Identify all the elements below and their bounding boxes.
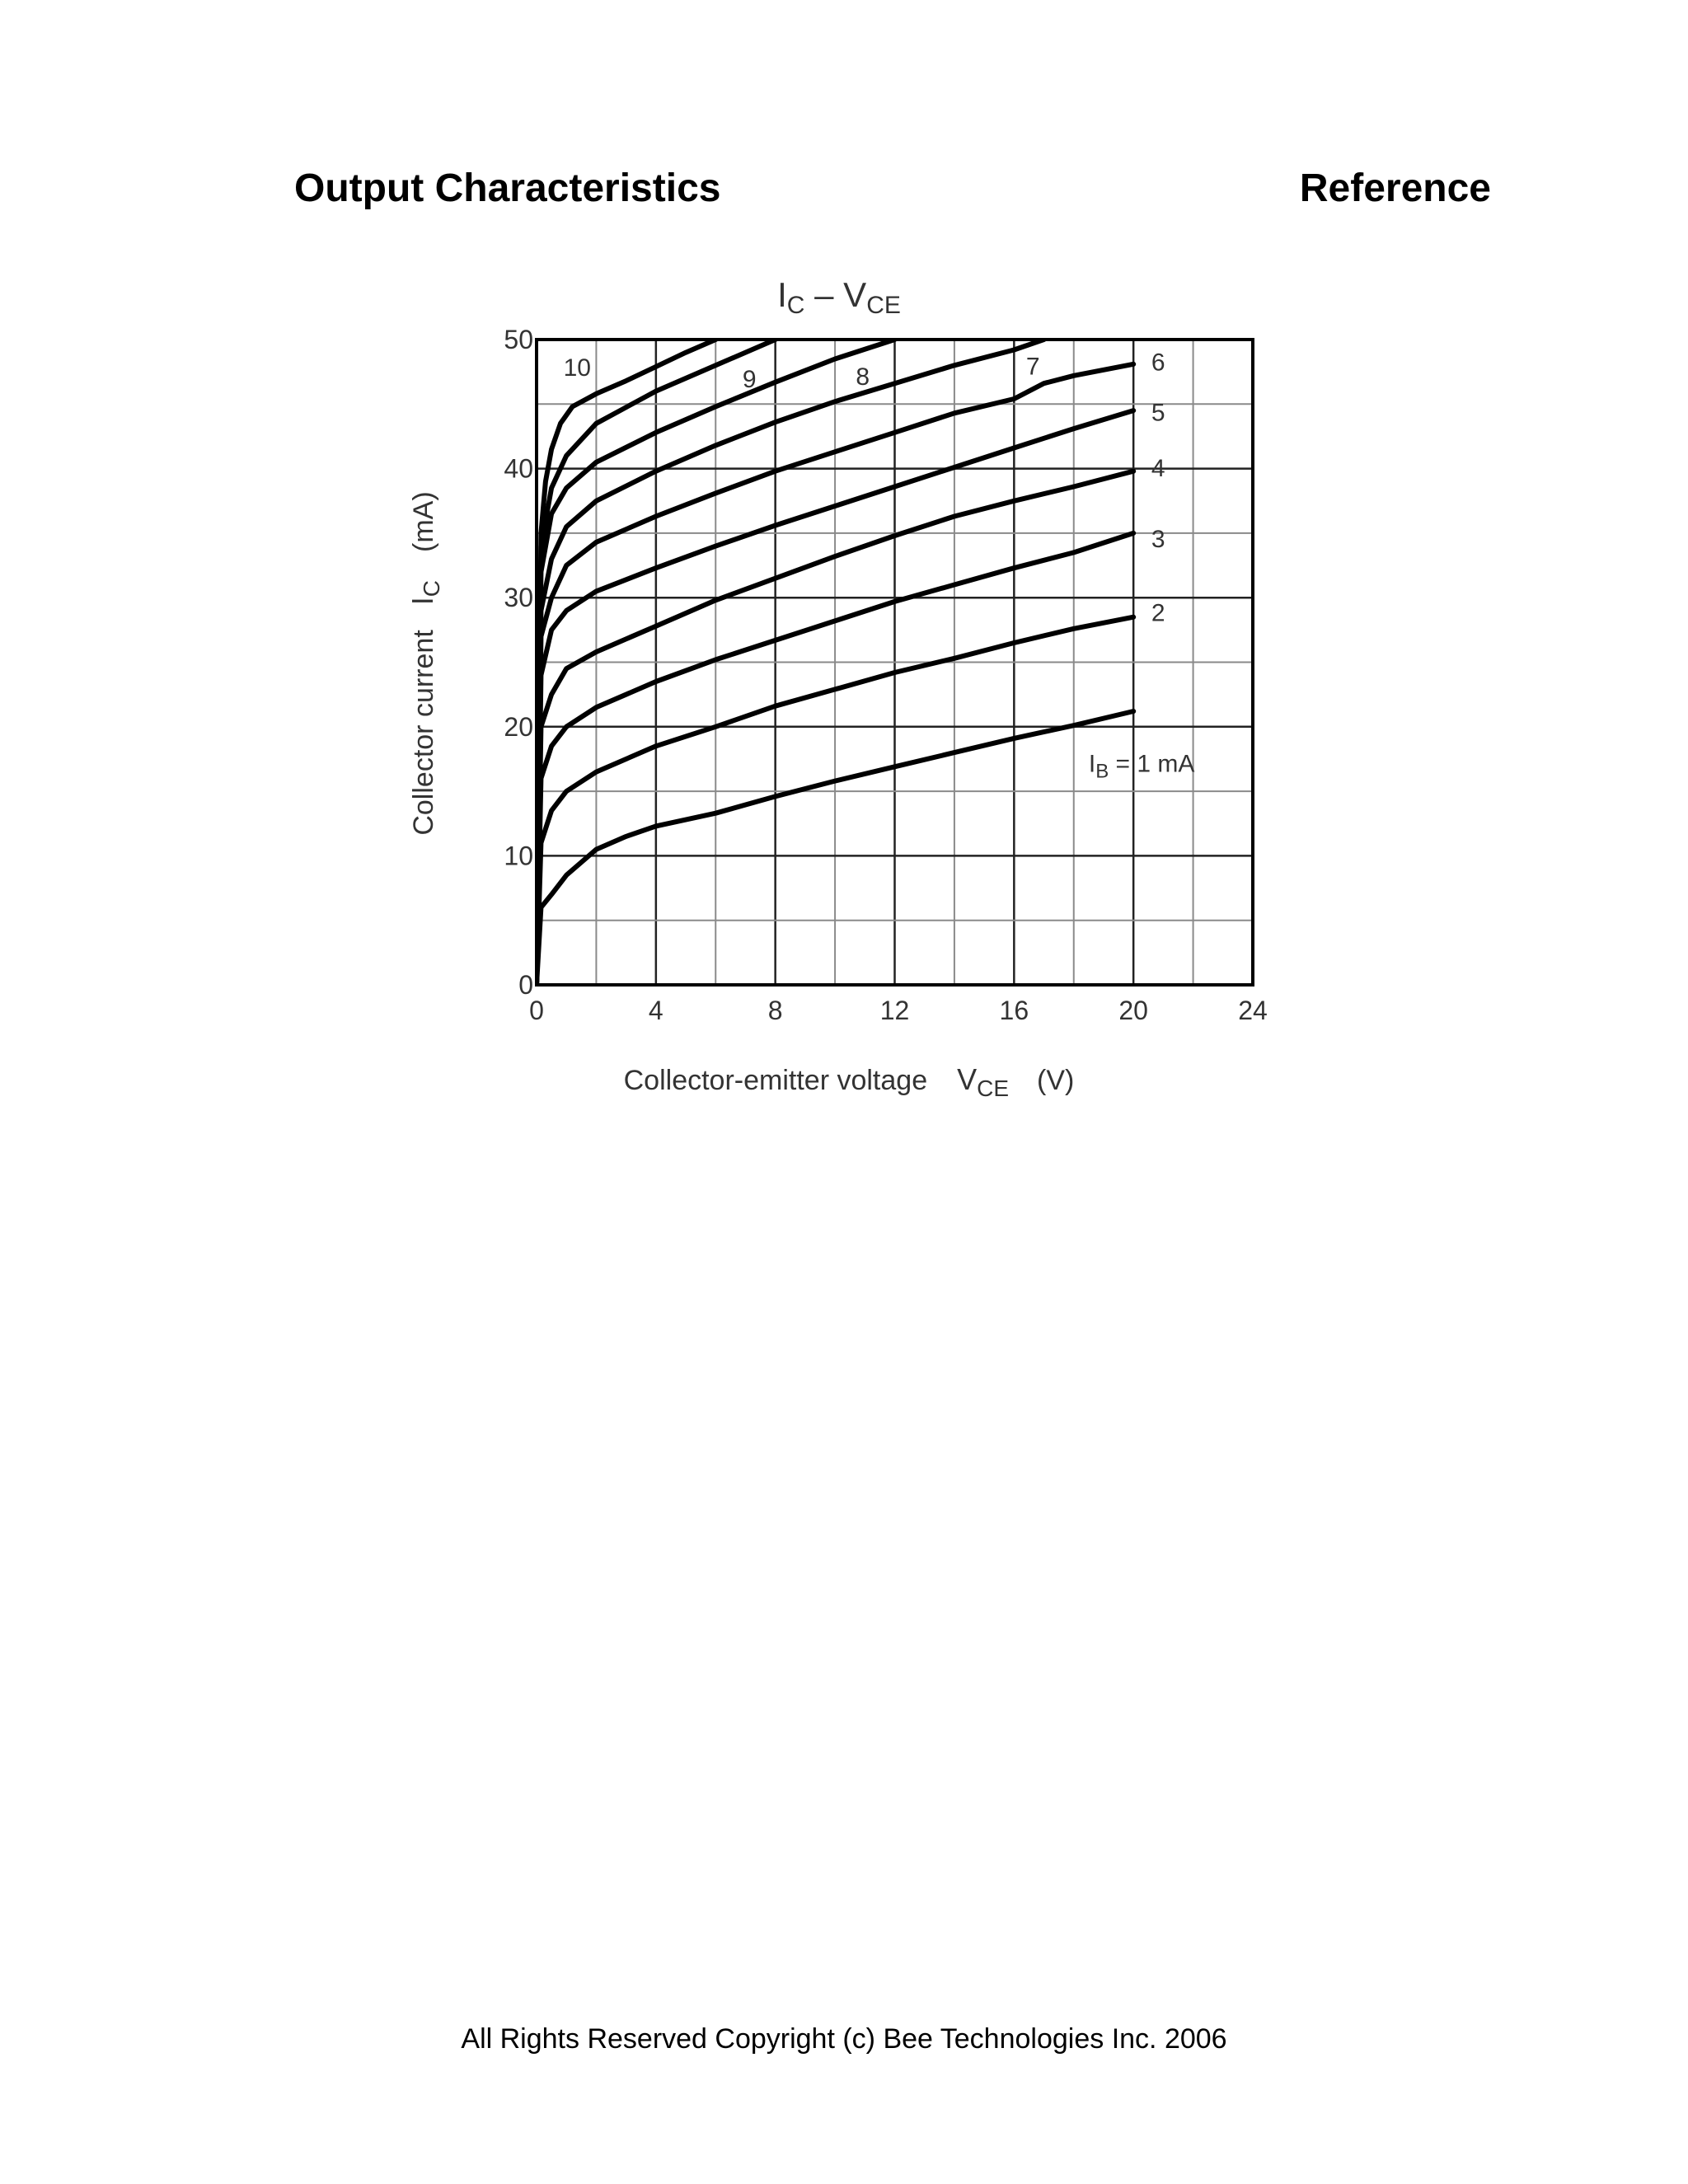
curve-ib-5: [537, 408, 1137, 985]
y-axis-label: Collector currentIC(mA): [406, 491, 444, 835]
curve-label-ib-6: 6: [1151, 349, 1165, 377]
curve-ib-7: [537, 340, 1047, 985]
chart-title: IC – VCE: [777, 275, 901, 319]
y-tick-label: 40: [504, 454, 533, 484]
x-axis-label: Collector-emitter voltage VCE (V): [624, 1062, 1075, 1101]
footer-copyright: All Rights Reserved Copyright (c) Bee Te…: [461, 2023, 1227, 2055]
x-tick-label: 12: [880, 996, 910, 1025]
y-tick-labels: 0 10 20 30 40 50: [504, 325, 533, 1000]
curve-ib-10: [537, 340, 719, 985]
plot-frame: [535, 338, 1254, 987]
x-tick-label: 20: [1118, 996, 1148, 1025]
x-tick-label: 4: [649, 996, 663, 1025]
curve-ib-3: [537, 530, 1137, 985]
y-tick-label: 50: [504, 325, 533, 354]
curve-ib-4: [537, 468, 1137, 985]
y-tick-label: 30: [504, 583, 533, 612]
x-tick-label: 24: [1238, 996, 1268, 1025]
y-tick-label: 0: [518, 970, 533, 1000]
x-tick-label: 0: [529, 996, 544, 1025]
curve-ib-1: [537, 709, 1137, 985]
curve-ib-2: [537, 614, 1137, 985]
curve-label-ib-5: 5: [1151, 400, 1165, 427]
curve-label-ib-8: 8: [856, 363, 870, 391]
curve-ib-8: [537, 340, 898, 985]
x-tick-label: 8: [768, 996, 783, 1025]
curve-ib-6: [537, 361, 1137, 985]
curve-label-ib-1: IB = 1 mA: [1089, 751, 1195, 783]
y-tick-label: 20: [504, 712, 533, 742]
curve-label-ib-2: 2: [1151, 599, 1165, 626]
curve-label-ib-4: 4: [1151, 455, 1165, 482]
curve-label-ib-3: 3: [1151, 526, 1165, 553]
x-tick-label: 16: [1000, 996, 1029, 1025]
reference-label: Reference: [1299, 166, 1491, 210]
curve-labels: IB = 1 mA 2 3 4 5 6 7 8 9 10: [564, 349, 1195, 783]
curve-label-ib-10: 10: [564, 354, 591, 382]
curves: [537, 340, 1137, 985]
curve-label-ib-9: 9: [743, 366, 757, 393]
page-title: Output Characteristics: [294, 166, 721, 210]
curve-label-ib-7: 7: [1026, 353, 1040, 380]
x-tick-labels: 0 4 8 12 16 20 24: [529, 996, 1268, 1025]
y-tick-label: 10: [504, 841, 533, 870]
grid: [537, 340, 1253, 985]
